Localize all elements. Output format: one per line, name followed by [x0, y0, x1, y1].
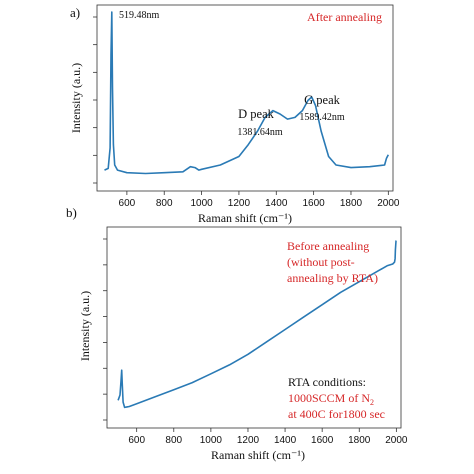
panel-a-x-tick-label: 1600 [303, 198, 326, 209]
panel-b-rta-flow-subscript: 2 [370, 398, 374, 407]
panel-b-x-tick-label: 1600 [311, 435, 334, 446]
panel-a-x-tick-label: 1800 [340, 198, 363, 209]
panel-b-annotation-before-line-1: Before annealing [287, 239, 369, 253]
panel-b-x-tick-label: 1000 [200, 435, 223, 446]
panel-b-plot-frame [106, 226, 402, 429]
panel-a-spectrum-line [104, 11, 390, 175]
panel-a-d-peak-label: D peak [238, 107, 274, 121]
panel-b-x-tick-label: 800 [165, 435, 182, 446]
panel-a-d-peak-position: 1381.64nm [237, 127, 283, 138]
panel-b-rta-time: at 400C for1800 sec [288, 407, 385, 421]
panel-b-x-tick-label: 1800 [348, 435, 371, 446]
panel-a-x-tick-label: 800 [156, 198, 173, 209]
panel-b-rta-title: RTA conditions: [288, 375, 366, 389]
panel-b-label: b) [66, 205, 77, 220]
panel-b-x-tick-label: 1400 [274, 435, 297, 446]
panel-a-g-peak-label: G peak [304, 93, 340, 107]
panel-b-x-ticks: 600 800 1000 1200 1400 1600 1800 2000 [128, 428, 408, 446]
panel-a-y-axis-label: Intensity (a.u.) [69, 63, 83, 133]
panel-a: a) 600 800 1000 1200 1400 1600 1800 2000 Intens… [69, 4, 400, 225]
panel-a-x-tick-label: 1200 [228, 198, 251, 209]
panel-b-x-tick-label: 600 [128, 435, 145, 446]
panel-a-y-ticks [93, 16, 97, 184]
panel-b-y-axis-label: Intensity (a.u.) [78, 291, 92, 361]
panel-b-annotation-before-line-2: (without post- [287, 255, 355, 269]
panel-b-rta-flow: 1000SCCM of N2 [288, 391, 374, 407]
panel-a-plot-frame [96, 4, 394, 192]
panel-a-x-tick-label: 1000 [190, 198, 213, 209]
panel-a-label: a) [70, 5, 80, 20]
panel-b-x-tick-label: 1200 [237, 435, 260, 446]
panel-b-y-ticks [103, 238, 107, 421]
panel-a-annotation-after-annealing: After annealing [307, 10, 382, 24]
panel-a-x-tick-label: 1400 [265, 198, 288, 209]
panel-a-x-tick-label: 600 [119, 198, 136, 209]
panel-b-rta-flow-text: 1000SCCM of N [288, 391, 370, 405]
panel-b-x-tick-label: 2000 [385, 435, 408, 446]
panel-b-x-axis-label: Raman shift (cm⁻¹) [211, 448, 305, 462]
panel-a-g-peak-position: 1589.42nm [299, 112, 345, 123]
panel-a-x-axis-label: Raman shift (cm⁻¹) [198, 211, 292, 225]
panel-a-peak-label-top: 519.48nm [119, 10, 160, 21]
panel-b: b) 600 800 1000 1200 1400 1600 1800 2000 Intens… [66, 205, 408, 462]
panel-b-spectrum-line [117, 240, 397, 409]
panel-a-x-ticks: 600 800 1000 1200 1400 1600 1800 2000 [119, 191, 400, 209]
panel-a-x-tick-label: 2000 [377, 198, 400, 209]
panel-b-annotation-before-line-3: annealing by RTA) [287, 271, 378, 285]
